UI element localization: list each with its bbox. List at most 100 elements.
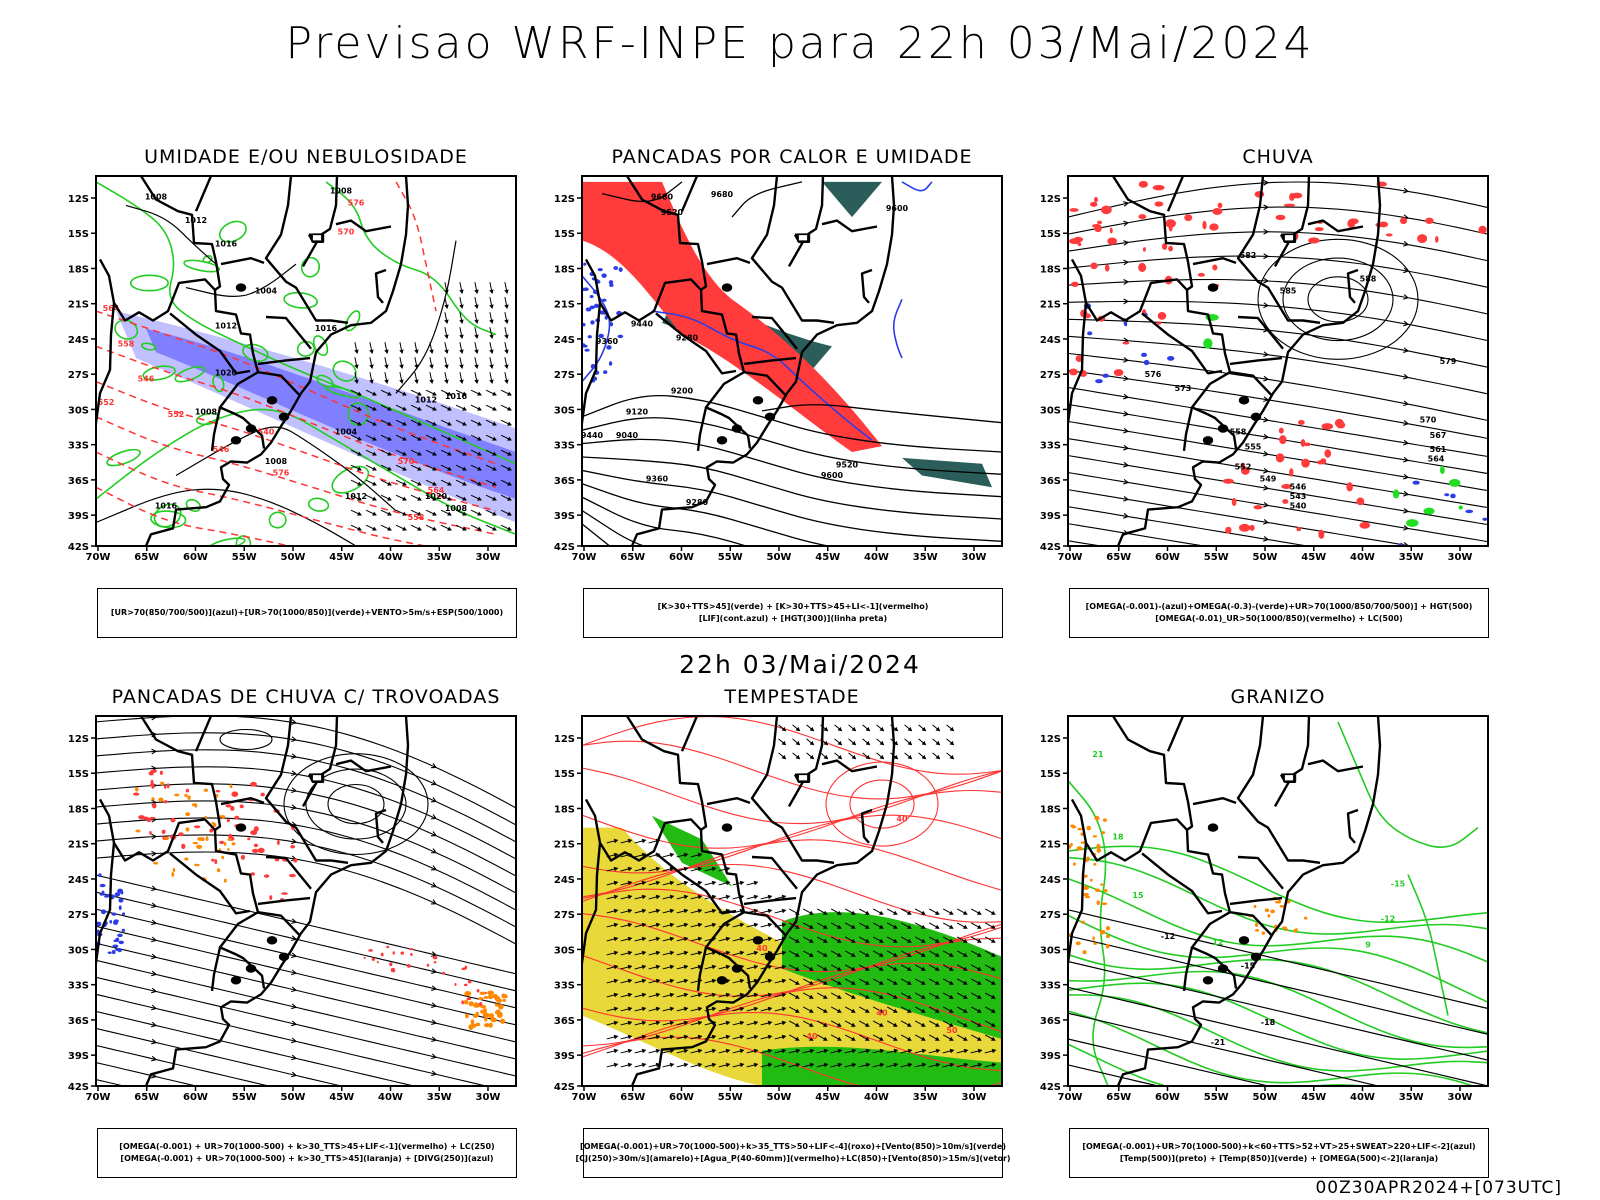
- streamline-arrowhead: [1403, 577, 1408, 582]
- streamline-arrowhead: [291, 1106, 296, 1111]
- precip-cell: [152, 803, 157, 809]
- streamline-arrowhead: [151, 1055, 157, 1062]
- wind-arrow-head: [432, 406, 437, 411]
- wind-arrow-head: [878, 910, 884, 915]
- precip-cell: [1278, 427, 1284, 434]
- precip-cell: [234, 815, 240, 820]
- lon-label: 35W: [913, 552, 938, 563]
- instability-area: [902, 457, 992, 488]
- border-line: [1166, 716, 1185, 752]
- precip-cell: [1296, 526, 1302, 532]
- wind-arrow-head: [504, 304, 509, 310]
- wind-arrow-head: [851, 1048, 857, 1054]
- wind-arrow-head: [781, 950, 787, 956]
- precip-cell: [1143, 359, 1150, 366]
- precip-cell: [1412, 480, 1420, 485]
- wind-arrow-head: [823, 754, 829, 760]
- streamline-arrowhead: [431, 1019, 437, 1026]
- lat-label: 30S: [1040, 945, 1061, 956]
- contour-label: -21: [1211, 1038, 1226, 1047]
- lat-label: 12S: [554, 734, 575, 745]
- precip-cell: [214, 859, 218, 865]
- humidity-contour: [129, 274, 169, 292]
- precip-cell: [1348, 218, 1359, 225]
- lon-label: 30W: [962, 552, 987, 563]
- precip-cell: [482, 1012, 490, 1018]
- precip-cell: [229, 784, 233, 789]
- wind-arrow-head: [627, 838, 633, 844]
- precip-cell: [1385, 233, 1393, 237]
- precip-cell: [1113, 369, 1124, 377]
- lon-label: 55W: [1204, 1092, 1229, 1103]
- lon-label: 30W: [1448, 1092, 1473, 1103]
- contour-label: 1004: [255, 286, 278, 295]
- wind-arrow-head: [354, 364, 359, 370]
- contour-label: 9600: [821, 471, 844, 480]
- precip-cell: [585, 307, 592, 312]
- border-line: [706, 797, 751, 806]
- streamline-arrowhead: [151, 885, 157, 892]
- precip-cell: [185, 827, 190, 832]
- lon-label: 35W: [427, 552, 452, 563]
- lat-label: 18S: [554, 804, 575, 815]
- wind-arrow-head: [865, 726, 871, 732]
- wind-arrow-head: [402, 496, 407, 501]
- precip-cell: [219, 840, 225, 845]
- precip-cell: [1295, 928, 1298, 932]
- precip-cell: [583, 262, 587, 266]
- wind-arrow-head: [851, 740, 857, 746]
- wind-arrow-head: [949, 1062, 955, 1068]
- lon-label: 60W: [669, 1092, 694, 1103]
- wind-arrow-head: [627, 894, 633, 900]
- precip-cell: [464, 990, 472, 997]
- streamline-arrowhead: [1403, 294, 1409, 300]
- streamline-arrowhead: [1263, 536, 1269, 542]
- wind-arrow-head: [477, 481, 482, 486]
- wind-arrow-head: [357, 481, 362, 486]
- wind-arrow-head: [683, 1020, 689, 1026]
- wind-arrow-head: [492, 526, 497, 531]
- precip-cell: [1165, 219, 1177, 228]
- streamlines: [1068, 179, 1488, 582]
- wind-arrow-head: [990, 980, 996, 985]
- map-granizo: -12 -15 -18 -21 21 18 15 12 9 -12 -15 12S 15S 18S 21S 2…: [1040, 715, 1489, 1103]
- wind-arrow-head: [697, 852, 703, 858]
- wind-arrow-head: [417, 526, 422, 531]
- temperature-contour: [1068, 909, 1488, 1010]
- streamline: [1068, 455, 1488, 526]
- wind-arrow-head: [725, 894, 731, 900]
- border-line: [1111, 176, 1238, 449]
- wind-arrow-head: [711, 894, 717, 900]
- precip-cell: [483, 1016, 488, 1022]
- streamline: [1068, 300, 1488, 342]
- streamline-arrowhead: [1123, 478, 1129, 485]
- wind-arrow-head: [402, 526, 407, 531]
- precip-cell: [225, 804, 232, 808]
- border-line: [1307, 219, 1364, 233]
- wind-arrow-head: [725, 1034, 731, 1040]
- precip-cell: [290, 845, 296, 849]
- wind-arrow-head: [864, 1008, 870, 1013]
- precip-cell: [594, 303, 599, 308]
- wind-arrow-head: [683, 1048, 689, 1054]
- wind-arrow-head: [372, 436, 377, 441]
- contour-label: 561: [1430, 445, 1447, 454]
- wind-arrow-head: [976, 980, 982, 985]
- wind-arrow-head: [837, 754, 843, 760]
- wind-arrow-head: [669, 992, 675, 998]
- precip-cell: [118, 940, 124, 945]
- wind-arrow-head: [794, 1008, 800, 1013]
- wind-arrow-head: [948, 924, 954, 929]
- precip-cell: [496, 1011, 503, 1017]
- precip-cell: [148, 771, 154, 776]
- precip-cell: [251, 848, 259, 853]
- precip-cell: [1423, 507, 1435, 515]
- precip-cell: [392, 951, 395, 955]
- wind-arrow-head: [878, 1036, 884, 1041]
- streamline-arrowhead: [430, 763, 437, 769]
- streamline-arrowhead: [1403, 420, 1409, 426]
- wind-arrow-head: [864, 1036, 870, 1041]
- wind-arrow-head: [357, 466, 362, 471]
- streamline-arrowhead: [151, 953, 157, 960]
- border-line: [1273, 716, 1311, 807]
